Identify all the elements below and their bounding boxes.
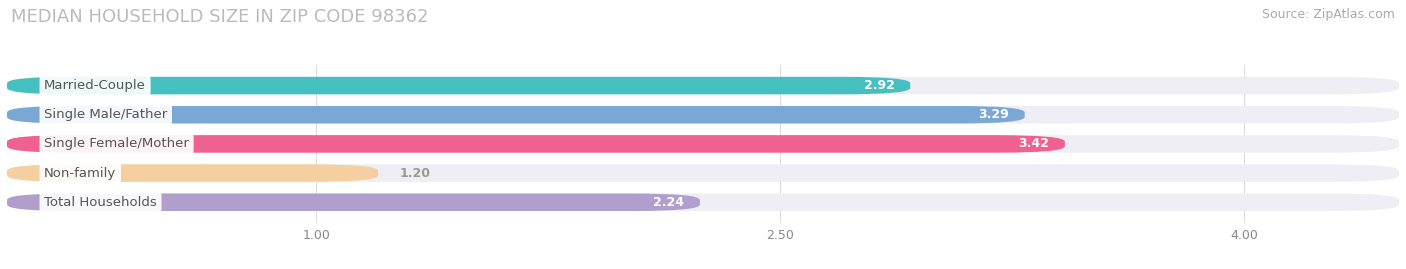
Text: Source: ZipAtlas.com: Source: ZipAtlas.com <box>1261 8 1395 21</box>
FancyBboxPatch shape <box>7 77 1399 94</box>
FancyBboxPatch shape <box>7 135 1064 153</box>
Text: 3.42: 3.42 <box>1018 137 1049 150</box>
FancyBboxPatch shape <box>7 164 378 182</box>
FancyBboxPatch shape <box>7 106 1025 123</box>
Text: MEDIAN HOUSEHOLD SIZE IN ZIP CODE 98362: MEDIAN HOUSEHOLD SIZE IN ZIP CODE 98362 <box>11 8 429 26</box>
Text: 3.29: 3.29 <box>979 108 1010 121</box>
FancyBboxPatch shape <box>7 193 1399 211</box>
Text: 2.92: 2.92 <box>863 79 894 92</box>
Text: Non-family: Non-family <box>44 167 117 180</box>
Text: 1.20: 1.20 <box>399 167 430 180</box>
FancyBboxPatch shape <box>7 77 910 94</box>
FancyBboxPatch shape <box>7 164 1399 182</box>
Text: Single Male/Father: Single Male/Father <box>44 108 167 121</box>
Text: Single Female/Mother: Single Female/Mother <box>44 137 188 150</box>
FancyBboxPatch shape <box>7 135 1399 153</box>
Text: Total Households: Total Households <box>44 196 157 209</box>
Text: Married-Couple: Married-Couple <box>44 79 146 92</box>
FancyBboxPatch shape <box>7 193 700 211</box>
Text: 2.24: 2.24 <box>654 196 685 209</box>
FancyBboxPatch shape <box>7 106 1399 123</box>
